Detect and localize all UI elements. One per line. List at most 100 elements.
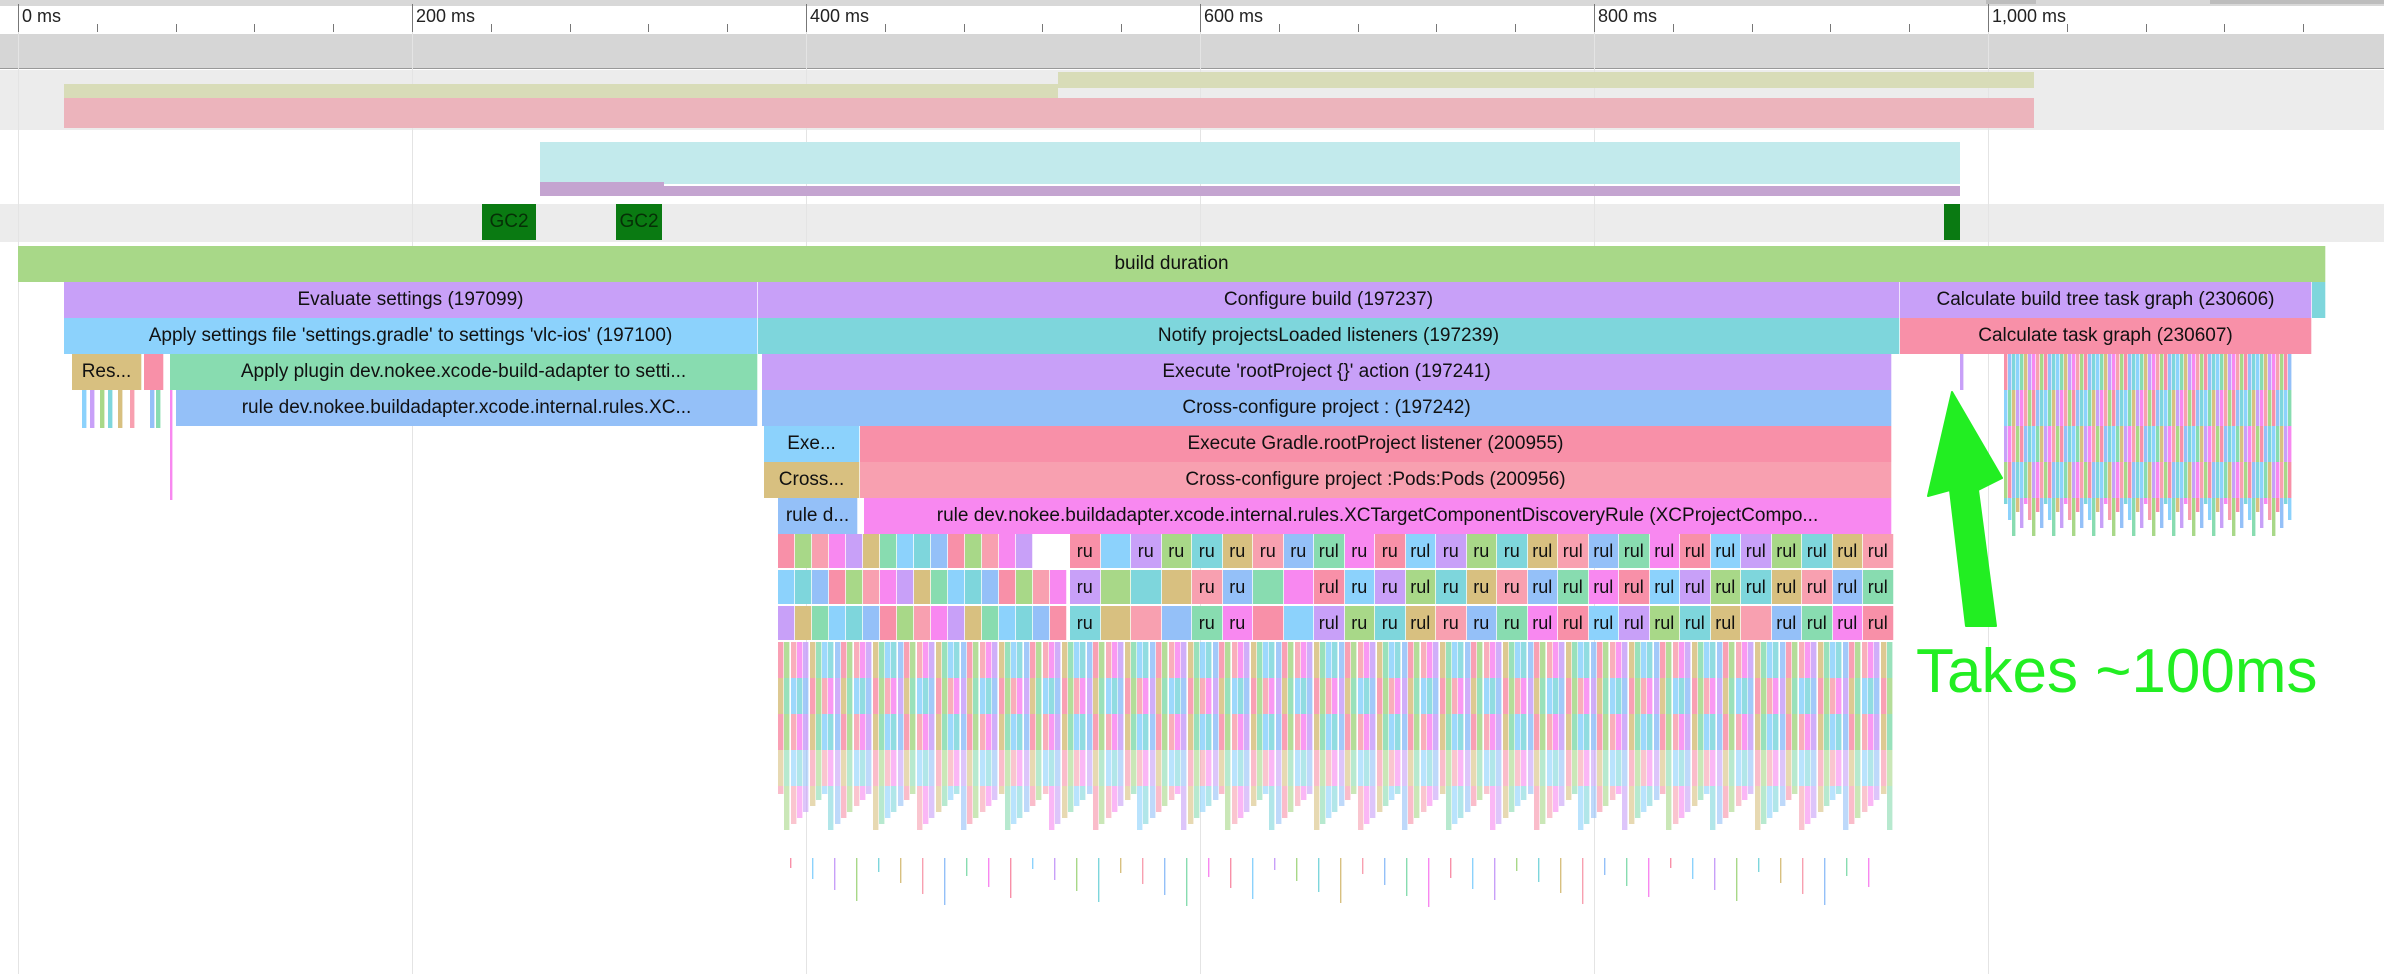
right-sliver[interactable] <box>2084 498 2088 504</box>
dense-strip[interactable] <box>1578 786 1585 830</box>
right-sliver[interactable] <box>2220 462 2224 498</box>
dense-strip-tail[interactable] <box>1428 858 1430 907</box>
right-sliver[interactable] <box>2280 426 2284 462</box>
dense-strip[interactable] <box>1017 642 1024 678</box>
right-sliver[interactable] <box>2036 498 2040 512</box>
dense-strip[interactable] <box>1042 786 1049 794</box>
dense-strip[interactable] <box>1710 678 1717 714</box>
dense-strip[interactable] <box>1263 714 1270 750</box>
right-sliver[interactable] <box>2200 462 2204 498</box>
rule-cell[interactable]: rul <box>1527 606 1558 640</box>
dense-strip[interactable] <box>1067 714 1074 750</box>
right-sliver[interactable] <box>2220 354 2224 390</box>
span-cross-configure-project[interactable]: Cross-configure project : (197242) <box>762 390 1892 426</box>
right-sliver[interactable] <box>2208 390 2212 426</box>
right-sliver[interactable] <box>2192 498 2196 536</box>
right-sliver[interactable] <box>2036 390 2040 426</box>
right-sliver[interactable] <box>2280 462 2284 498</box>
dense-strip[interactable] <box>1048 642 1055 678</box>
dense-strip[interactable] <box>1036 750 1043 786</box>
right-sliver[interactable] <box>2180 390 2184 426</box>
dense-strip-tail[interactable] <box>1824 858 1826 905</box>
dense-strip[interactable] <box>1471 786 1477 806</box>
right-sliver[interactable] <box>2288 498 2292 520</box>
right-sliver[interactable] <box>2140 354 2144 390</box>
dense-strip[interactable] <box>1086 678 1093 714</box>
rule-cell-small[interactable] <box>846 570 863 604</box>
right-sliver[interactable] <box>2144 426 2148 462</box>
dense-strip[interactable] <box>1111 786 1118 812</box>
dense-strip[interactable] <box>1458 642 1465 678</box>
right-sliver[interactable] <box>2156 390 2160 426</box>
dense-strip[interactable] <box>1483 714 1490 750</box>
dense-strip[interactable] <box>1754 678 1761 714</box>
dense-strip[interactable] <box>1237 714 1244 750</box>
dense-strip[interactable] <box>948 642 955 678</box>
right-sliver[interactable] <box>2228 354 2232 390</box>
rule-cell-small[interactable] <box>829 606 846 640</box>
right-sliver[interactable] <box>2228 462 2232 498</box>
dense-strip[interactable] <box>1319 714 1326 750</box>
right-sliver[interactable] <box>2232 390 2236 426</box>
dense-strip[interactable] <box>1055 678 1062 714</box>
dense-strip[interactable] <box>1137 678 1144 714</box>
dense-strip[interactable] <box>1880 678 1887 714</box>
dense-strip[interactable] <box>1156 714 1162 750</box>
dense-strip[interactable] <box>1767 642 1774 678</box>
right-sliver[interactable] <box>2108 498 2112 520</box>
dense-strip[interactable] <box>1710 714 1717 750</box>
dense-strip[interactable] <box>1011 750 1018 786</box>
dense-strip[interactable] <box>1849 786 1855 824</box>
right-sliver[interactable] <box>2044 390 2048 426</box>
right-sliver[interactable] <box>2104 390 2108 426</box>
dense-strip[interactable] <box>853 642 860 678</box>
dense-strip[interactable] <box>866 642 873 678</box>
right-sliver[interactable] <box>2116 462 2120 498</box>
dense-strip[interactable] <box>1219 786 1225 794</box>
rule-cell-small[interactable] <box>829 570 846 604</box>
dense-strip[interactable] <box>935 750 942 786</box>
dense-strip[interactable] <box>1458 786 1465 818</box>
dense-strip[interactable] <box>973 714 980 750</box>
span-notify-projects-loaded[interactable]: Notify projectsLoaded listeners (197239) <box>758 318 1900 354</box>
dense-strip[interactable] <box>904 714 910 750</box>
dense-strip[interactable] <box>1748 642 1755 678</box>
right-sliver[interactable] <box>2068 426 2072 462</box>
rule-cell-small[interactable] <box>1016 606 1033 640</box>
dense-strip[interactable] <box>1685 786 1692 812</box>
dense-strip[interactable] <box>1792 714 1799 750</box>
dense-strip[interactable] <box>1382 786 1389 806</box>
dense-strip[interactable] <box>847 786 854 812</box>
right-sliver[interactable] <box>2284 390 2288 426</box>
dense-strip[interactable] <box>1048 678 1055 714</box>
right-sliver[interactable] <box>2240 498 2244 528</box>
dense-strip[interactable] <box>1401 642 1408 678</box>
dense-strip[interactable] <box>1023 714 1030 750</box>
dense-strip[interactable] <box>1017 750 1024 786</box>
dense-strip[interactable] <box>1187 678 1194 714</box>
dense-strip[interactable] <box>1660 642 1666 678</box>
dense-strip[interactable] <box>891 750 898 786</box>
right-sliver[interactable] <box>2080 390 2084 426</box>
dense-strip[interactable] <box>1237 750 1244 786</box>
rule-cell[interactable]: rul <box>1558 534 1589 568</box>
dense-strip[interactable] <box>1093 642 1099 678</box>
right-sliver[interactable] <box>2008 462 2012 498</box>
dense-strip[interactable] <box>1842 786 1849 830</box>
dense-strip[interactable] <box>1660 750 1666 786</box>
dense-strip[interactable] <box>1288 678 1295 714</box>
rule-cell[interactable]: rul <box>1619 534 1650 568</box>
right-sliver[interactable] <box>2284 354 2288 390</box>
dense-strip[interactable] <box>1685 642 1692 678</box>
dense-strip[interactable] <box>1515 678 1522 714</box>
dense-strip[interactable] <box>778 750 784 786</box>
dense-strip[interactable] <box>1294 786 1301 806</box>
dense-strip[interactable] <box>1193 678 1200 714</box>
dense-strip[interactable] <box>1275 714 1282 750</box>
dense-strip[interactable] <box>796 750 803 786</box>
dense-strip[interactable] <box>1534 642 1540 678</box>
right-sliver[interactable] <box>2232 462 2236 498</box>
rule-cell[interactable]: rul <box>1588 570 1619 604</box>
dense-strip[interactable] <box>1030 786 1036 806</box>
dense-strip[interactable] <box>1634 678 1641 714</box>
